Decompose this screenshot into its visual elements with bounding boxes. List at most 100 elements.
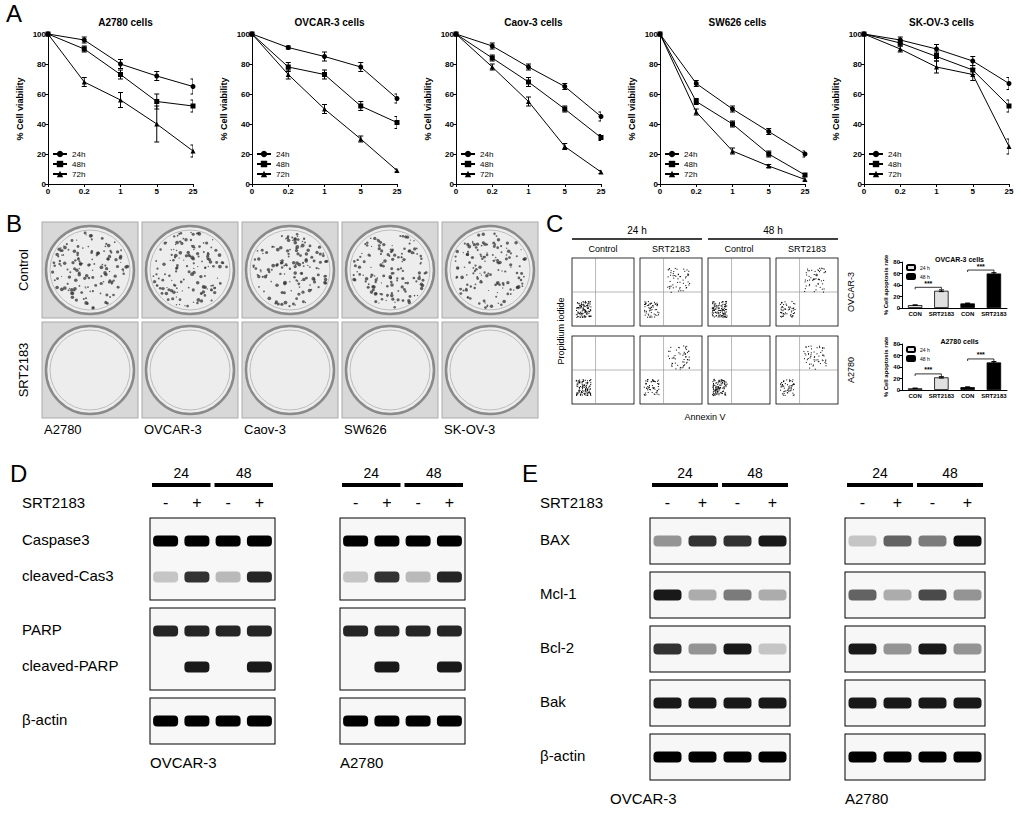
svg-text:80: 80 [853,60,862,69]
svg-text:-: - [665,494,670,511]
svg-text:48: 48 [426,465,442,481]
svg-text:40: 40 [893,282,900,288]
svg-text:25: 25 [801,187,810,196]
svg-text:1: 1 [526,187,531,196]
svg-text:% Cell apoptosis rate: % Cell apoptosis rate [883,254,889,315]
svg-text:cleaved-Cas3: cleaved-Cas3 [22,567,114,584]
svg-text:+: + [768,494,777,511]
svg-text:40: 40 [649,120,658,129]
svg-text:CON: CON [908,393,921,399]
svg-text:B: B [6,210,22,237]
svg-text:+: + [255,494,264,511]
svg-text:E: E [522,460,538,487]
svg-text:CON: CON [961,393,974,399]
svg-text:SRT2183: SRT2183 [652,244,690,254]
svg-text:40: 40 [853,120,862,129]
svg-text:48: 48 [942,465,958,481]
svg-text:20: 20 [853,150,862,159]
svg-text:48h: 48h [72,160,85,169]
svg-text:-: - [353,494,358,511]
svg-text:40: 40 [37,120,46,129]
svg-text:% Cell viability: % Cell viability [15,77,25,140]
svg-text:CON: CON [961,311,974,317]
svg-text:20: 20 [445,150,454,159]
svg-text:SRT2183: SRT2183 [788,244,826,254]
svg-text:CON: CON [908,311,921,317]
svg-text:20: 20 [37,150,46,159]
svg-text:60: 60 [241,90,250,99]
svg-text:5: 5 [971,187,976,196]
svg-text:0: 0 [454,187,459,196]
svg-text:72h: 72h [72,170,85,179]
svg-text:OVCAR-3: OVCAR-3 [150,754,217,771]
svg-text:Propidium iodide: Propidium iodide [556,297,566,364]
svg-text:48h: 48h [684,160,697,169]
svg-text:24h: 24h [72,150,85,159]
svg-text:48h: 48h [888,160,901,169]
svg-text:0: 0 [46,187,51,196]
svg-text:Mcl-1: Mcl-1 [540,585,577,602]
svg-text:40: 40 [241,120,250,129]
svg-text:β-actin: β-actin [540,747,585,764]
svg-text:72h: 72h [888,170,901,179]
svg-text:60: 60 [853,90,862,99]
svg-text:48h: 48h [480,160,493,169]
svg-text:0.2: 0.2 [79,187,91,196]
svg-text:100: 100 [645,30,659,39]
svg-text:β-actin: β-actin [22,711,67,728]
svg-text:-: - [163,494,168,511]
svg-text:-: - [860,494,865,511]
svg-text:Control: Control [16,249,31,291]
svg-text:60: 60 [893,271,900,277]
svg-text:SK-OV-3: SK-OV-3 [444,422,495,437]
svg-text:C: C [546,210,563,237]
svg-text:72h: 72h [684,170,697,179]
svg-text:A2780: A2780 [846,357,856,383]
svg-text:0.2: 0.2 [487,187,499,196]
svg-text:72h: 72h [276,170,289,179]
svg-text:24h: 24h [684,150,697,159]
svg-text:PARP: PARP [22,621,62,638]
svg-text:+: + [698,494,707,511]
svg-text:***: *** [977,351,985,358]
svg-text:24: 24 [173,465,189,481]
svg-text:SW626: SW626 [344,422,387,437]
svg-text:Bcl-2: Bcl-2 [540,639,574,656]
svg-text:SRT2183: SRT2183 [929,311,955,317]
svg-text:Control: Control [724,244,753,254]
svg-text:A2780: A2780 [340,754,383,771]
svg-text:Annexin V: Annexin V [684,412,725,422]
svg-text:0: 0 [250,187,255,196]
svg-text:SRT2183: SRT2183 [540,494,603,511]
svg-text:80: 80 [649,60,658,69]
svg-text:60: 60 [37,90,46,99]
svg-text:24 h: 24 h [920,265,930,271]
svg-text:80: 80 [445,60,454,69]
svg-text:48 h: 48 h [920,274,930,280]
svg-text:OVCAR-3: OVCAR-3 [846,272,856,312]
svg-text:20: 20 [241,150,250,159]
svg-text:Caov-3: Caov-3 [244,422,286,437]
svg-text:SRT2183: SRT2183 [981,311,1007,317]
svg-text:25: 25 [393,187,402,196]
svg-text:% Cell viability: % Cell viability [831,77,841,140]
svg-text:% Cell apoptosis rate: % Cell apoptosis rate [883,336,889,397]
svg-text:60: 60 [445,90,454,99]
svg-text:48: 48 [747,465,763,481]
svg-text:72h: 72h [480,170,493,179]
svg-text:80: 80 [241,60,250,69]
svg-text:48 h: 48 h [920,356,930,362]
svg-text:0: 0 [658,187,663,196]
svg-text:100: 100 [849,30,863,39]
svg-text:SRT2183: SRT2183 [929,393,955,399]
svg-text:% Cell viability: % Cell viability [219,77,229,140]
svg-text:100: 100 [441,30,455,39]
svg-text:0.2: 0.2 [691,187,703,196]
svg-text:OVCAR-3: OVCAR-3 [610,790,677,807]
svg-text:40: 40 [445,120,454,129]
svg-text:48h: 48h [276,160,289,169]
svg-text:D: D [10,460,27,487]
svg-text:24h: 24h [888,150,901,159]
svg-text:SRT2183: SRT2183 [16,343,31,398]
svg-text:A2780: A2780 [845,790,888,807]
